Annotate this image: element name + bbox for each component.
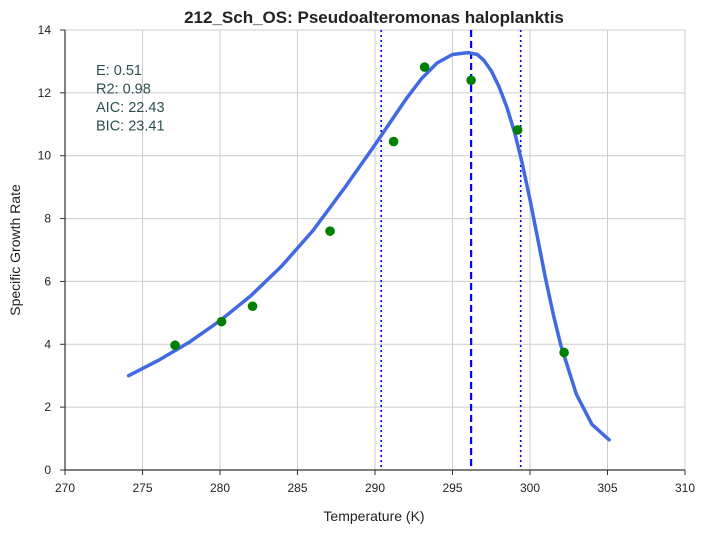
data-point — [466, 75, 476, 86]
x-axis-label: Temperature (K) — [323, 508, 424, 524]
chart-title: 212_Sch_OS: Pseudoalteromonas haloplankt… — [184, 8, 564, 27]
y-tick-label: 6 — [44, 274, 51, 288]
fit-statistic-label: E: 0.51 — [96, 63, 142, 79]
x-tick-label: 270 — [55, 481, 75, 495]
data-point — [247, 301, 258, 312]
data-point — [512, 125, 523, 135]
fit-statistic-label: R2: 0.98 — [96, 82, 151, 98]
y-tick-label: 12 — [38, 86, 52, 100]
x-tick-label: 310 — [675, 481, 695, 495]
x-tick-label: 290 — [365, 481, 385, 495]
fitted-curve — [126, 50, 611, 442]
fit-statistics: E: 0.51 R2: 0.98 AIC: 22.43 BIC: 23.41 — [96, 63, 165, 135]
data-point — [559, 347, 569, 358]
fitted-curve-layer — [126, 50, 611, 442]
x-tick-label: 285 — [287, 481, 307, 495]
y-tick-label: 0 — [44, 463, 51, 477]
data-point — [216, 316, 227, 327]
x-tick-label: 295 — [442, 481, 462, 495]
data-point — [325, 226, 335, 236]
data-point — [388, 136, 399, 147]
observed-points-layer — [170, 62, 569, 358]
axes: 270 275 280 285 290 295 300 305 310 0 2 4 6 8 10 12 14 — [38, 23, 696, 495]
x-tick-label: 300 — [520, 481, 540, 495]
grid — [65, 29, 686, 470]
y-tick-label: 10 — [38, 149, 52, 163]
y-tick-label: 2 — [44, 400, 51, 414]
x-tick-label: 305 — [597, 481, 617, 495]
fit-statistic-label: AIC: 22.43 — [96, 100, 165, 116]
x-tick-label: 280 — [210, 481, 230, 495]
data-point — [170, 340, 180, 351]
y-tick-label: 8 — [44, 212, 51, 226]
fit-statistic-label: BIC: 23.41 — [96, 119, 165, 135]
vertical-reference-lines — [380, 30, 522, 470]
x-tick-label: 275 — [132, 481, 152, 495]
y-axis-label: Specific Growth Rate — [7, 184, 23, 316]
data-point — [419, 62, 430, 72]
y-tick-label: 14 — [38, 23, 52, 37]
y-tick-label: 4 — [44, 337, 51, 351]
